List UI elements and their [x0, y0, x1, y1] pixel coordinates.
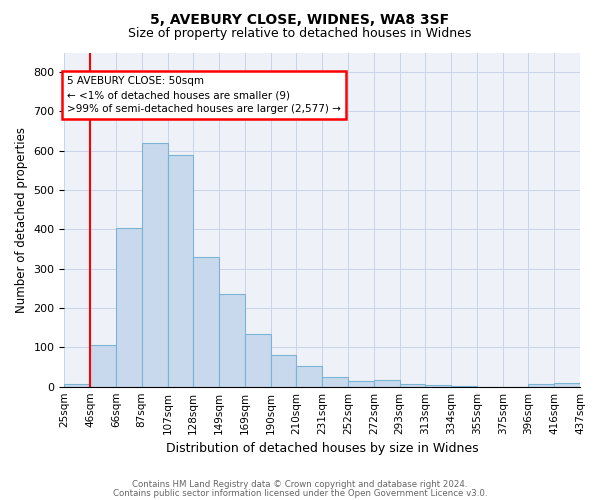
- Text: Contains HM Land Registry data © Crown copyright and database right 2024.: Contains HM Land Registry data © Crown c…: [132, 480, 468, 489]
- Text: Contains public sector information licensed under the Open Government Licence v3: Contains public sector information licen…: [113, 489, 487, 498]
- Bar: [245, 334, 271, 386]
- Bar: [425, 384, 451, 386]
- Bar: [271, 355, 296, 386]
- Bar: [322, 377, 348, 386]
- Bar: [348, 381, 374, 386]
- Bar: [142, 143, 167, 386]
- Bar: [554, 382, 580, 386]
- Text: 5, AVEBURY CLOSE, WIDNES, WA8 3SF: 5, AVEBURY CLOSE, WIDNES, WA8 3SF: [151, 12, 449, 26]
- Bar: [90, 344, 116, 387]
- Bar: [529, 384, 554, 386]
- X-axis label: Distribution of detached houses by size in Widnes: Distribution of detached houses by size …: [166, 442, 479, 455]
- Bar: [374, 380, 400, 386]
- Bar: [167, 154, 193, 386]
- Bar: [296, 366, 322, 386]
- Bar: [116, 228, 142, 386]
- Bar: [193, 257, 219, 386]
- Y-axis label: Number of detached properties: Number of detached properties: [15, 126, 28, 312]
- Text: 5 AVEBURY CLOSE: 50sqm
← <1% of detached houses are smaller (9)
>99% of semi-det: 5 AVEBURY CLOSE: 50sqm ← <1% of detached…: [67, 76, 341, 114]
- Bar: [64, 384, 90, 386]
- Bar: [219, 294, 245, 386]
- Text: Size of property relative to detached houses in Widnes: Size of property relative to detached ho…: [128, 28, 472, 40]
- Bar: [400, 384, 425, 386]
